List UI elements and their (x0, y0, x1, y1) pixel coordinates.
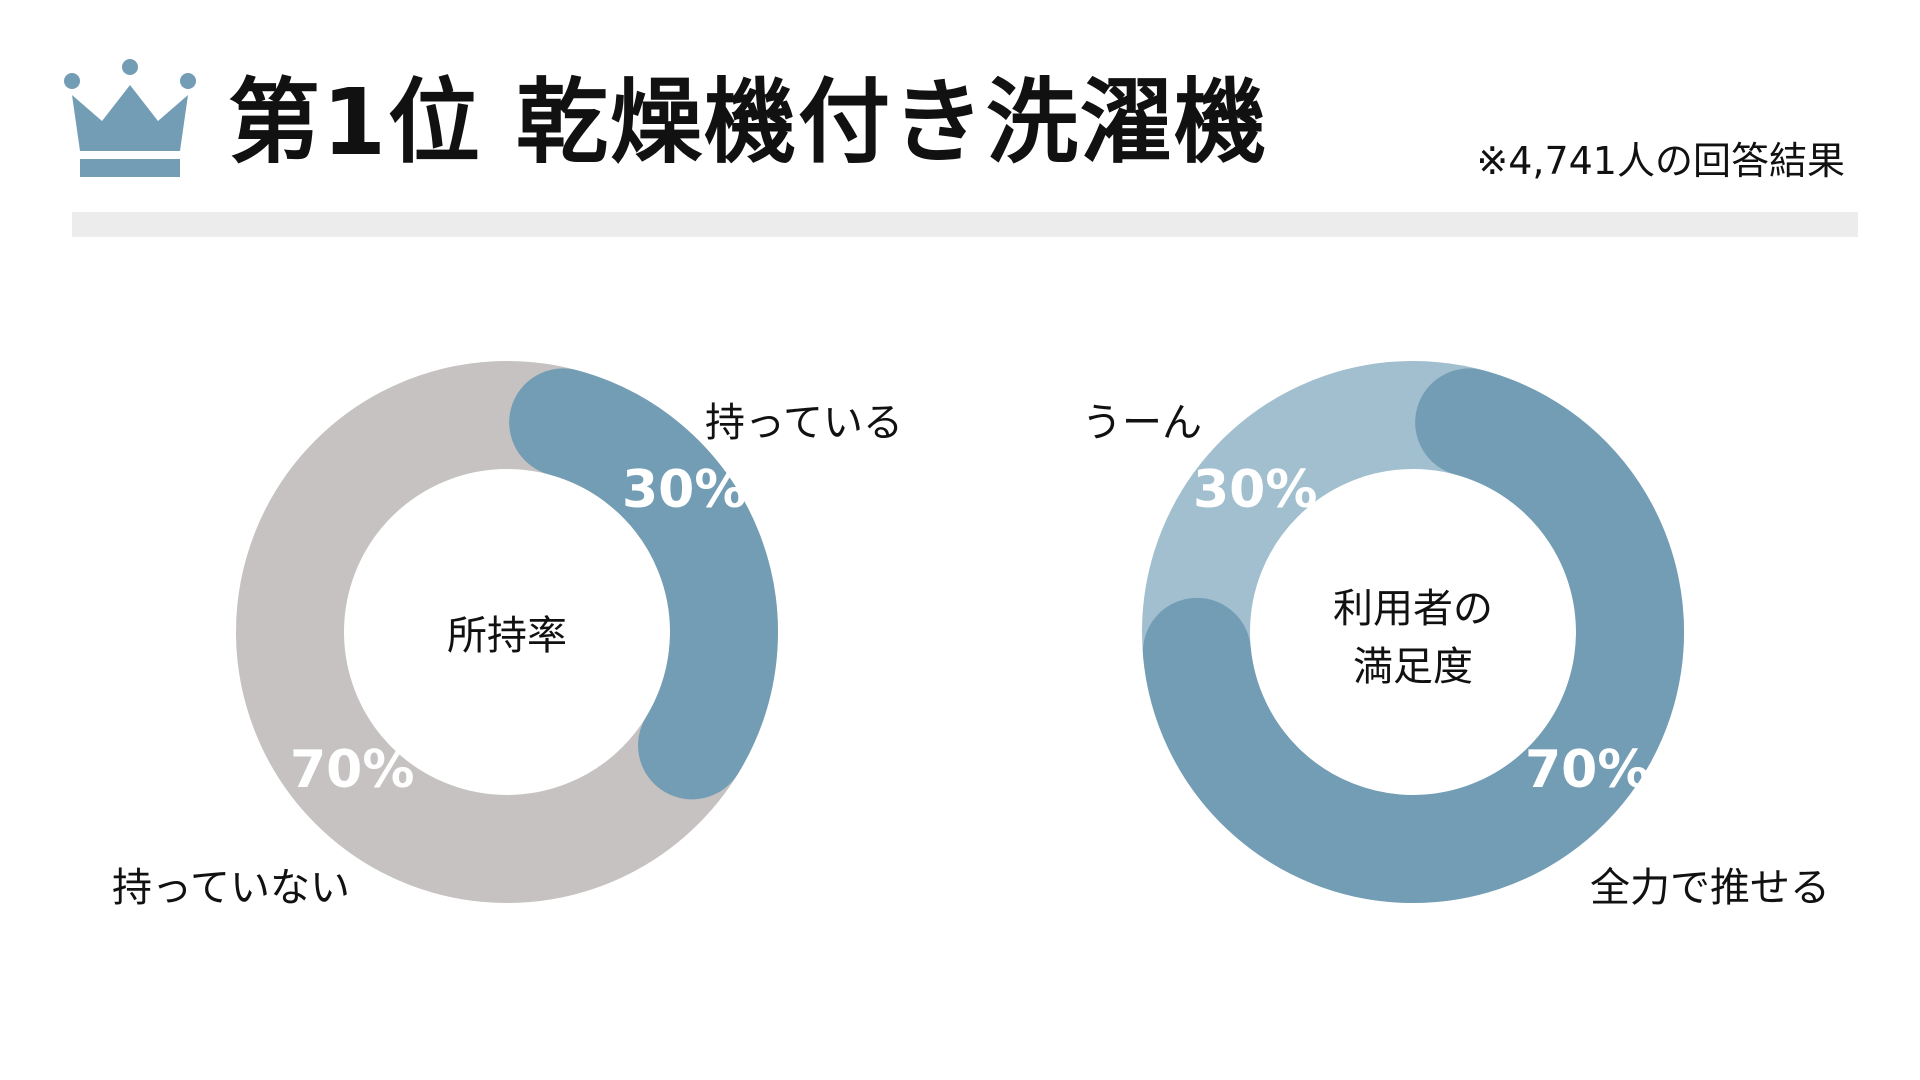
donut2-center-label: 利用者の 満足度 (1313, 580, 1513, 696)
donut2-center-line2: 満足度 (1353, 644, 1473, 690)
donut1-value-not-owned: 70% (290, 740, 415, 800)
page-title: 第1位 乾燥機付き洗濯機 (228, 69, 1269, 176)
donut2-value-meh: 30% (1193, 460, 1318, 520)
donut2-center-line1: 利用者の (1333, 586, 1493, 632)
respondent-note: ※4,741人の回答結果 (1476, 139, 1845, 183)
donut2-slice-recommend (1142, 368, 1684, 903)
donut1-label-owned: 持っている (705, 400, 903, 446)
header-divider (72, 212, 1858, 237)
donut1-slice-owned (509, 368, 778, 800)
crown-icon (64, 59, 196, 177)
donut2-label-meh: うーん (1082, 400, 1202, 446)
donut2-label-recommend: 全力で推せる (1590, 865, 1830, 911)
donut1-value-owned: 30% (622, 460, 747, 520)
donut1-label-not-owned: 持っていない (112, 865, 350, 911)
donut1-center-label: 所持率 (447, 613, 567, 659)
donut2-value-recommend: 70% (1525, 740, 1650, 800)
